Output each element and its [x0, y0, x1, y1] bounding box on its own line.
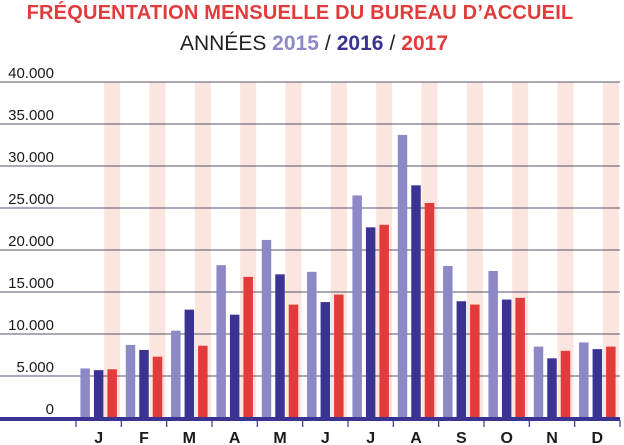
bar-2017 [606, 346, 616, 418]
x-tick-label: J [321, 430, 330, 445]
bar-2016 [411, 185, 421, 418]
x-tick-label: M [273, 430, 286, 445]
bar-2015 [579, 342, 589, 418]
bar-2015 [125, 344, 136, 418]
bar-2016 [501, 299, 512, 418]
bar-2015 [397, 134, 408, 419]
subtitle-separator: / [324, 32, 331, 55]
y-axis-labels: 0 5.000 10.000 15.000 20.000 25.000 30.000 35.0… [8, 65, 54, 418]
x-tick-label: S [456, 430, 467, 445]
bar-2017 [198, 345, 208, 418]
legend-2015: 2015 [272, 32, 319, 55]
y-tick-label: 35.000 [8, 107, 54, 124]
x-axis-line [0, 417, 620, 421]
x-tick-label: A [410, 430, 422, 445]
y-tick-label: 0 [46, 401, 54, 418]
x-tick-label: A [229, 430, 241, 445]
bar-2015 [533, 346, 544, 418]
x-tick-label: D [592, 430, 604, 445]
bar-2017 [107, 369, 117, 418]
x-tick-label: F [139, 430, 149, 445]
bar-2015 [261, 239, 272, 418]
bar-2015 [443, 265, 453, 418]
bar-2017 [334, 294, 344, 418]
x-tick-label: N [546, 430, 558, 445]
bar-2017 [379, 224, 389, 418]
bar-2016 [139, 349, 149, 418]
y-tick-label: 5.000 [16, 359, 54, 376]
bar-2016 [93, 370, 104, 418]
bar-2015 [171, 330, 181, 418]
bar-2016 [547, 358, 557, 418]
bar-2016 [592, 349, 603, 418]
legend-2016: 2016 [336, 32, 384, 55]
x-axis [0, 417, 621, 427]
y-tick-label: 40.000 [8, 65, 54, 82]
bar-2016 [456, 301, 467, 418]
bar-2017 [243, 276, 253, 418]
bar-2015 [352, 195, 362, 418]
bar-2016 [320, 302, 331, 418]
x-tick-label: O [500, 430, 512, 445]
subtitle-prefix: ANNÉES [179, 32, 267, 55]
bar-2015 [307, 271, 317, 418]
bar-2017 [515, 297, 525, 418]
bar-2015 [80, 368, 90, 418]
x-tick-label: J [94, 430, 103, 445]
subtitle-separator: / [389, 32, 396, 55]
bar-2017 [424, 202, 435, 418]
y-tick-label: 15.000 [8, 275, 54, 292]
bar-2016 [275, 274, 285, 418]
y-tick-label: 20.000 [8, 233, 54, 250]
bar-2017 [152, 356, 163, 418]
y-tick-label: 10.000 [8, 317, 54, 334]
bar-2015 [216, 265, 226, 418]
bar-2015 [488, 271, 498, 418]
x-tick-label: M [183, 430, 196, 445]
bar-2016 [184, 309, 195, 418]
bars [80, 134, 616, 419]
bar-2017 [288, 304, 299, 418]
bar-2017 [470, 304, 480, 418]
y-tick-label: 30.000 [8, 149, 54, 166]
chart-subtitle: ANNÉES 2015/2016/2017 [0, 32, 624, 56]
bar-2016 [365, 227, 376, 418]
chart-title: FRÉQUENTATION MENSUELLE DU BUREAU D’ACCU… [26, 2, 574, 24]
legend-2017: 2017 [401, 32, 449, 55]
bar-2017 [560, 350, 571, 418]
x-tick-label: J [366, 430, 375, 445]
bar-2016 [229, 314, 240, 418]
y-tick-label: 25.000 [8, 191, 54, 208]
